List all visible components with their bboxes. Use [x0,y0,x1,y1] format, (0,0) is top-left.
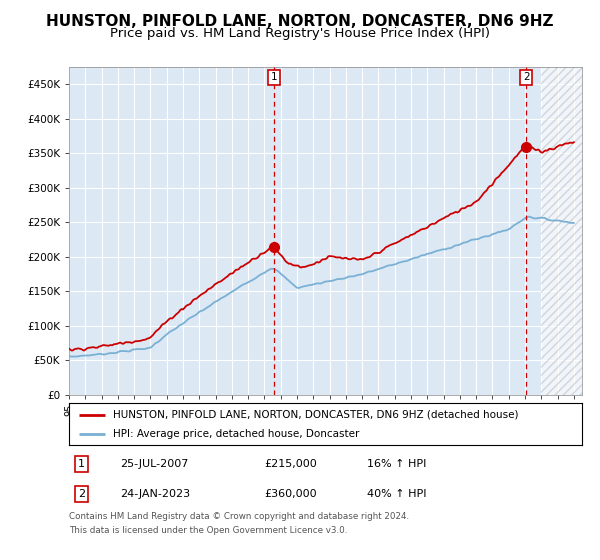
Text: 16% ↑ HPI: 16% ↑ HPI [367,459,426,469]
Text: Price paid vs. HM Land Registry's House Price Index (HPI): Price paid vs. HM Land Registry's House … [110,27,490,40]
Text: Contains HM Land Registry data © Crown copyright and database right 2024.: Contains HM Land Registry data © Crown c… [69,512,409,521]
Text: 2: 2 [78,489,85,499]
Text: £215,000: £215,000 [264,459,317,469]
Text: HPI: Average price, detached house, Doncaster: HPI: Average price, detached house, Donc… [113,429,359,439]
Text: £360,000: £360,000 [264,489,317,499]
Text: 24-JAN-2023: 24-JAN-2023 [121,489,190,499]
Text: 1: 1 [79,459,85,469]
Text: 1: 1 [271,72,277,82]
Text: HUNSTON, PINFOLD LANE, NORTON, DONCASTER, DN6 9HZ: HUNSTON, PINFOLD LANE, NORTON, DONCASTER… [46,14,554,29]
Text: 40% ↑ HPI: 40% ↑ HPI [367,489,426,499]
Bar [541,67,582,395]
Text: 2: 2 [523,72,529,82]
Text: 25-JUL-2007: 25-JUL-2007 [121,459,188,469]
Text: HUNSTON, PINFOLD LANE, NORTON, DONCASTER, DN6 9HZ (detached house): HUNSTON, PINFOLD LANE, NORTON, DONCASTER… [113,409,518,419]
Text: This data is licensed under the Open Government Licence v3.0.: This data is licensed under the Open Gov… [69,526,347,535]
